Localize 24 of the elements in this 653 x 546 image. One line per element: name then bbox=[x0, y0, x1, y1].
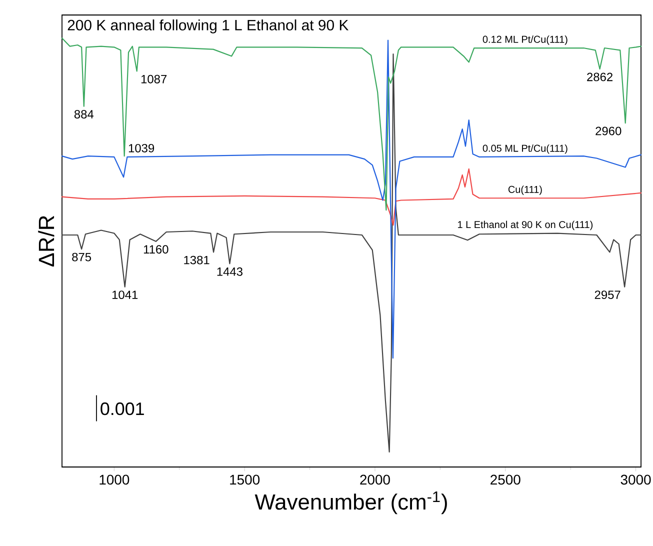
series-label: Cu(111) bbox=[508, 186, 542, 195]
series-label: 0.05 ML Pt/Cu(111) bbox=[482, 144, 568, 154]
x-tick-label: 2500 bbox=[490, 474, 520, 485]
annotation: 1160 bbox=[144, 245, 168, 254]
chart-title: 200 K anneal following 1 L Ethanol at 90 K bbox=[68, 19, 349, 34]
annotation: 2957 bbox=[594, 290, 620, 300]
annotation: 1381 bbox=[184, 256, 210, 264]
annotation: 2960 bbox=[596, 126, 622, 136]
annotation: 1443 bbox=[217, 267, 242, 276]
annotation: 1039 bbox=[128, 144, 154, 152]
series-label: 0.12 ML Pt/Cu(111) bbox=[482, 36, 568, 45]
annotation: 884 bbox=[74, 110, 94, 118]
annotation: 2862 bbox=[587, 72, 612, 82]
annotation: 1087 bbox=[141, 74, 167, 84]
annotation: 875 bbox=[72, 252, 92, 262]
x-tick-label: 1500 bbox=[230, 474, 260, 485]
x-axis-title: Wavenumber (cm$^{-1}$) bbox=[254, 491, 447, 514]
x-tick-label: 3000 bbox=[620, 474, 651, 485]
x-tick-label: 1000 bbox=[100, 474, 130, 485]
y-axis-title: ΔR/R bbox=[38, 216, 54, 267]
x-tick-label: 2000 bbox=[360, 474, 390, 485]
series-label: 1 L Ethanol at 90 K on Cu(111) bbox=[458, 220, 593, 230]
annotation: 1041 bbox=[112, 290, 138, 300]
annotation: 0.001 bbox=[100, 402, 144, 416]
